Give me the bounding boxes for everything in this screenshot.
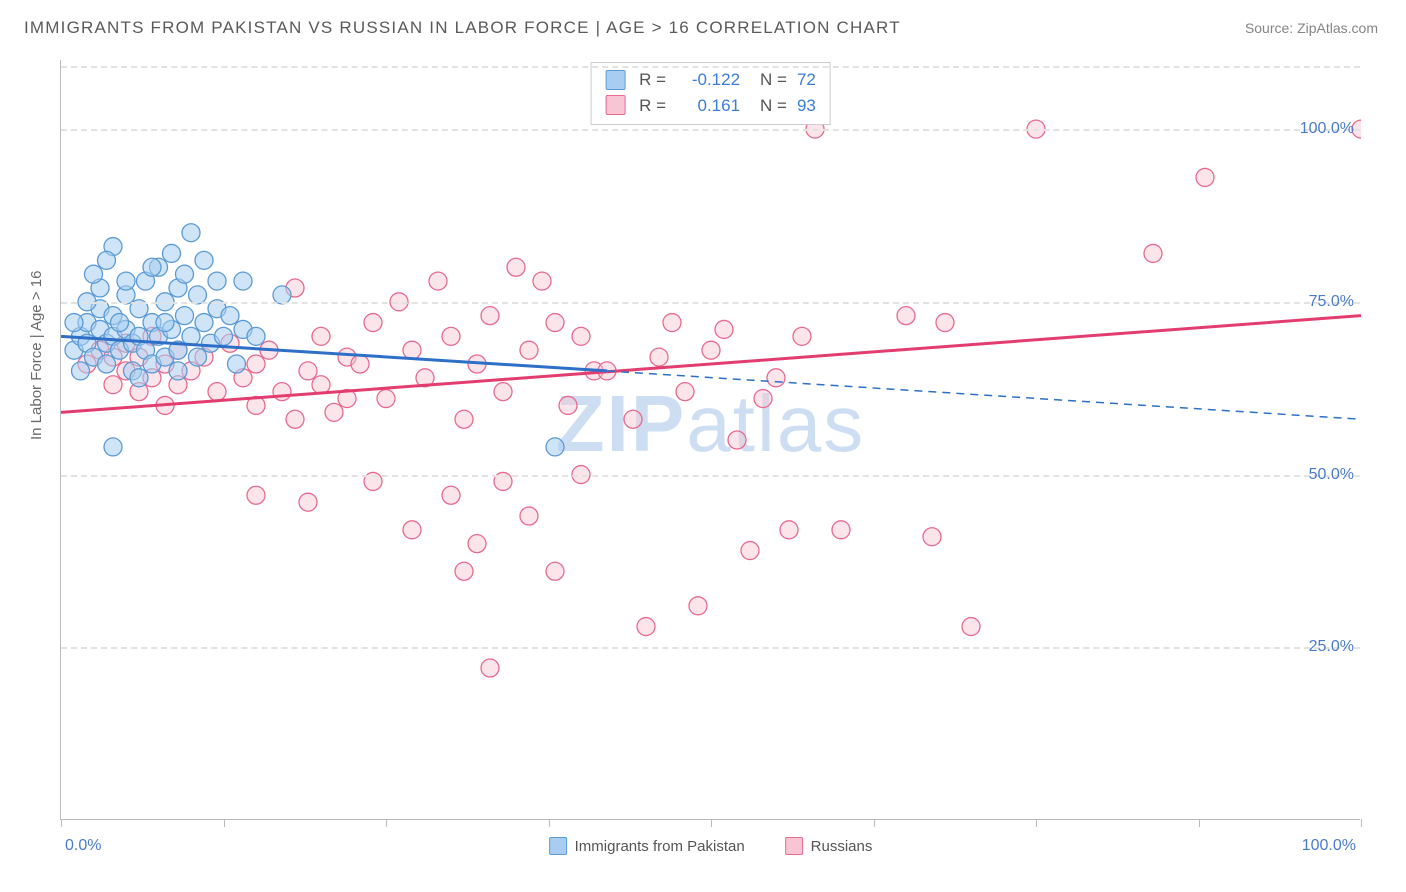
plot-area: ZIPatlas R = -0.122 N = 72 R = 0.161 N =… xyxy=(60,60,1360,820)
legend-label: Immigrants from Pakistan xyxy=(575,838,745,855)
swatch-icon xyxy=(785,837,803,855)
x-tick xyxy=(1361,819,1362,827)
y-tick-label: 50.0% xyxy=(1309,466,1362,484)
stats-row-russians: R = 0.161 N = 93 xyxy=(605,93,816,119)
legend: Immigrants from Pakistan Russians xyxy=(549,837,873,855)
x-axis-max-label: 100.0% xyxy=(1302,837,1356,855)
y-tick-label: 25.0% xyxy=(1309,638,1362,656)
swatch-icon xyxy=(549,837,567,855)
legend-label: Russians xyxy=(811,838,873,855)
gridline xyxy=(61,129,1360,131)
n-value: 72 xyxy=(797,67,816,93)
legend-item-russians: Russians xyxy=(785,837,873,855)
swatch-icon xyxy=(605,95,625,115)
swatch-icon xyxy=(605,70,625,90)
x-tick xyxy=(1199,819,1200,827)
r-value: 0.161 xyxy=(676,93,740,119)
x-axis-min-label: 0.0% xyxy=(65,837,101,855)
n-label: N = xyxy=(760,93,787,119)
legend-item-pakistan: Immigrants from Pakistan xyxy=(549,837,745,855)
x-tick xyxy=(224,819,225,827)
gridline xyxy=(61,475,1360,477)
stats-row-pakistan: R = -0.122 N = 72 xyxy=(605,67,816,93)
n-value: 93 xyxy=(797,93,816,119)
gridline xyxy=(61,647,1360,649)
correlation-stats-box: R = -0.122 N = 72 R = 0.161 N = 93 xyxy=(590,62,831,125)
x-tick xyxy=(1036,819,1037,827)
n-label: N = xyxy=(760,67,787,93)
r-value: -0.122 xyxy=(676,67,740,93)
source-attribution: Source: ZipAtlas.com xyxy=(1245,20,1378,36)
x-tick xyxy=(386,819,387,827)
r-label: R = xyxy=(639,93,666,119)
r-label: R = xyxy=(639,67,666,93)
x-tick xyxy=(874,819,875,827)
y-axis-label: In Labor Force | Age > 16 xyxy=(28,271,45,440)
x-tick xyxy=(549,819,550,827)
gridline xyxy=(61,66,1360,68)
chart-canvas xyxy=(61,60,1361,820)
x-tick xyxy=(711,819,712,827)
chart-title: IMMIGRANTS FROM PAKISTAN VS RUSSIAN IN L… xyxy=(24,18,901,38)
y-tick-label: 75.0% xyxy=(1309,293,1362,311)
y-tick-label: 100.0% xyxy=(1300,120,1362,138)
gridline xyxy=(61,302,1360,304)
x-tick xyxy=(61,819,62,827)
